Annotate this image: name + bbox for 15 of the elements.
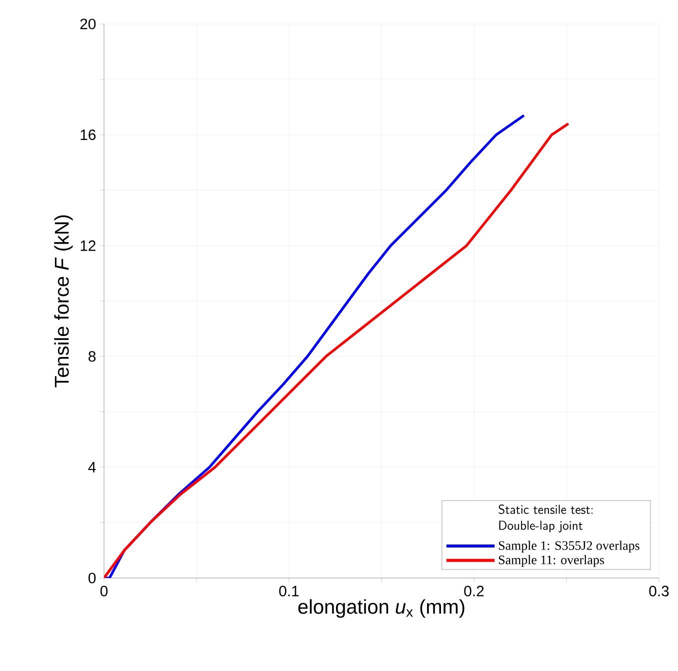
legend-label: Sample 11: overlaps xyxy=(498,555,604,567)
x-tick-label: 0.1 xyxy=(279,586,299,596)
x-axis-title: elongation u$_{x}$ (mm) xyxy=(298,599,464,618)
y-tick-label: 16 xyxy=(80,130,96,140)
y-axis-title: Tensile force F (kN) xyxy=(54,215,73,388)
x-tick-label: 0.3 xyxy=(649,586,669,596)
y-tick-label: 12 xyxy=(80,240,96,251)
y-tick-label: 0 xyxy=(88,572,96,584)
y-tick-label: 4 xyxy=(88,462,96,472)
y-tick-label: 20 xyxy=(80,18,96,30)
x-tick-label: 0 xyxy=(100,586,108,596)
y-tick-label: 8 xyxy=(88,351,96,362)
legend-title: Static tensile test: Double-lap joint xyxy=(498,504,593,532)
x-tick-label: 0.2 xyxy=(464,586,484,596)
legend-label: Sample 1: S355J2 overlaps xyxy=(498,540,640,553)
